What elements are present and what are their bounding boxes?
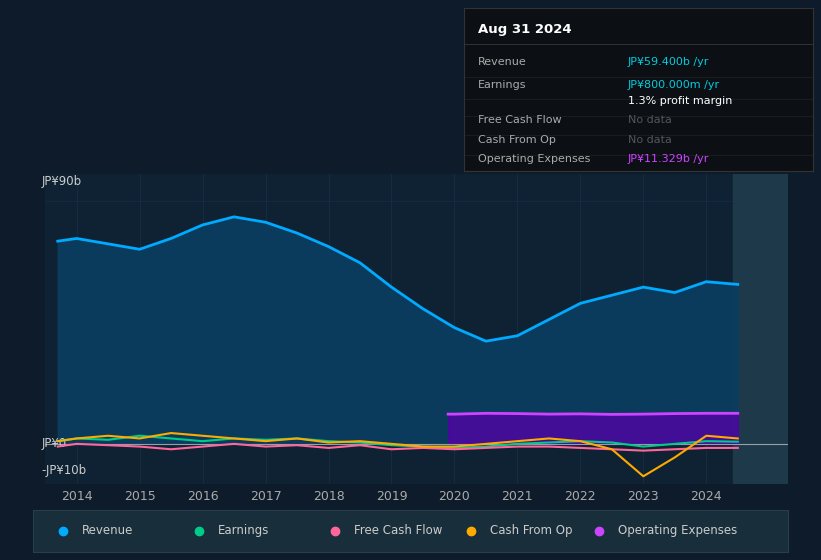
Text: Cash From Op: Cash From Op <box>490 524 572 537</box>
Text: Operating Expenses: Operating Expenses <box>618 524 737 537</box>
Text: Operating Expenses: Operating Expenses <box>478 155 590 165</box>
Text: Free Cash Flow: Free Cash Flow <box>478 115 562 125</box>
Text: Earnings: Earnings <box>218 524 269 537</box>
Text: JP¥0: JP¥0 <box>41 437 67 450</box>
Text: Earnings: Earnings <box>478 80 526 90</box>
Text: JP¥11.329b /yr: JP¥11.329b /yr <box>628 155 709 165</box>
Text: No data: No data <box>628 115 672 125</box>
Text: 1.3% profit margin: 1.3% profit margin <box>628 96 732 106</box>
Text: No data: No data <box>628 135 672 145</box>
Text: Free Cash Flow: Free Cash Flow <box>354 524 443 537</box>
Text: JP¥90b: JP¥90b <box>41 175 81 188</box>
Text: Cash From Op: Cash From Op <box>478 135 556 145</box>
Text: Revenue: Revenue <box>82 524 133 537</box>
Bar <box>733 174 788 484</box>
Text: Aug 31 2024: Aug 31 2024 <box>478 23 571 36</box>
Text: -JP¥10b: -JP¥10b <box>41 464 86 477</box>
Text: JP¥800.000m /yr: JP¥800.000m /yr <box>628 80 720 90</box>
Text: Revenue: Revenue <box>478 57 526 67</box>
Text: JP¥59.400b /yr: JP¥59.400b /yr <box>628 57 709 67</box>
